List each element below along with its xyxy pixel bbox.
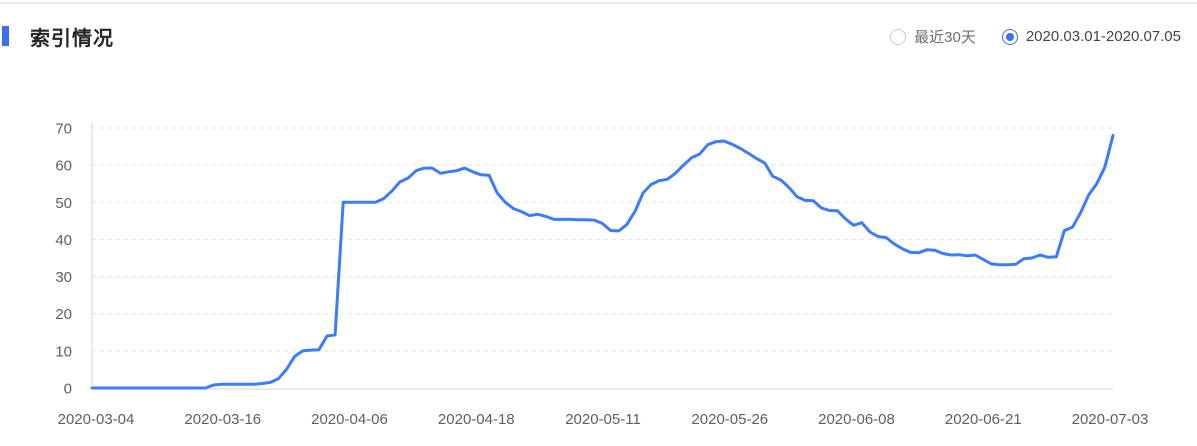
radio-selected-icon (1001, 28, 1018, 45)
y-tick-label: 60 (55, 158, 72, 175)
radio-option-last-30-days[interactable]: 最近30天 (890, 26, 976, 47)
x-axis-labels: 2020-03-04 2020-03-16 2020-04-06 2020-04-18… (58, 411, 1149, 428)
y-tick-label: 40 (55, 232, 72, 249)
x-tick-label: 2020-06-08 (818, 411, 895, 428)
radio-option-label: 2020.03.01-2020.07.05 (1025, 28, 1181, 45)
index-series-polyline (90, 133, 1115, 390)
y-tick-label: 50 (55, 195, 72, 212)
title-accent-bar (2, 26, 9, 46)
x-tick-label: 2020-03-04 (58, 411, 135, 428)
x-tick-label: 2020-07-03 (1072, 411, 1149, 428)
y-gridlines (92, 127, 1113, 352)
panel-top-border (0, 2, 1197, 4)
radio-option-label: 最近30天 (914, 29, 976, 46)
y-tick-label: 0 (64, 381, 72, 398)
x-tick-label: 2020-05-11 (565, 411, 641, 428)
y-tick-label: 70 (55, 121, 72, 138)
x-tick-label: 2020-06-21 (945, 411, 1022, 428)
series-line[interactable] (90, 133, 1115, 390)
axes (91, 123, 1113, 390)
y-tick-label: 30 (55, 269, 72, 286)
x-tick-label: 2020-04-18 (438, 411, 515, 428)
y-tick-label: 10 (55, 343, 72, 360)
date-range-radio-group: 最近30天 2020.03.01-2020.07.05 (890, 26, 1181, 47)
page-title: 索引情况 (30, 28, 114, 50)
radio-unselected-icon (890, 28, 907, 45)
x-tick-label: 2020-05-26 (691, 411, 768, 428)
y-tick-label: 20 (55, 306, 72, 323)
x-tick-label: 2020-04-06 (311, 411, 388, 428)
radio-option-date-range[interactable]: 2020.03.01-2020.07.05 (1001, 28, 1181, 45)
x-tick-label: 2020-03-16 (184, 411, 261, 428)
y-axis-labels: 0 10 20 30 40 50 60 70 (55, 121, 72, 398)
